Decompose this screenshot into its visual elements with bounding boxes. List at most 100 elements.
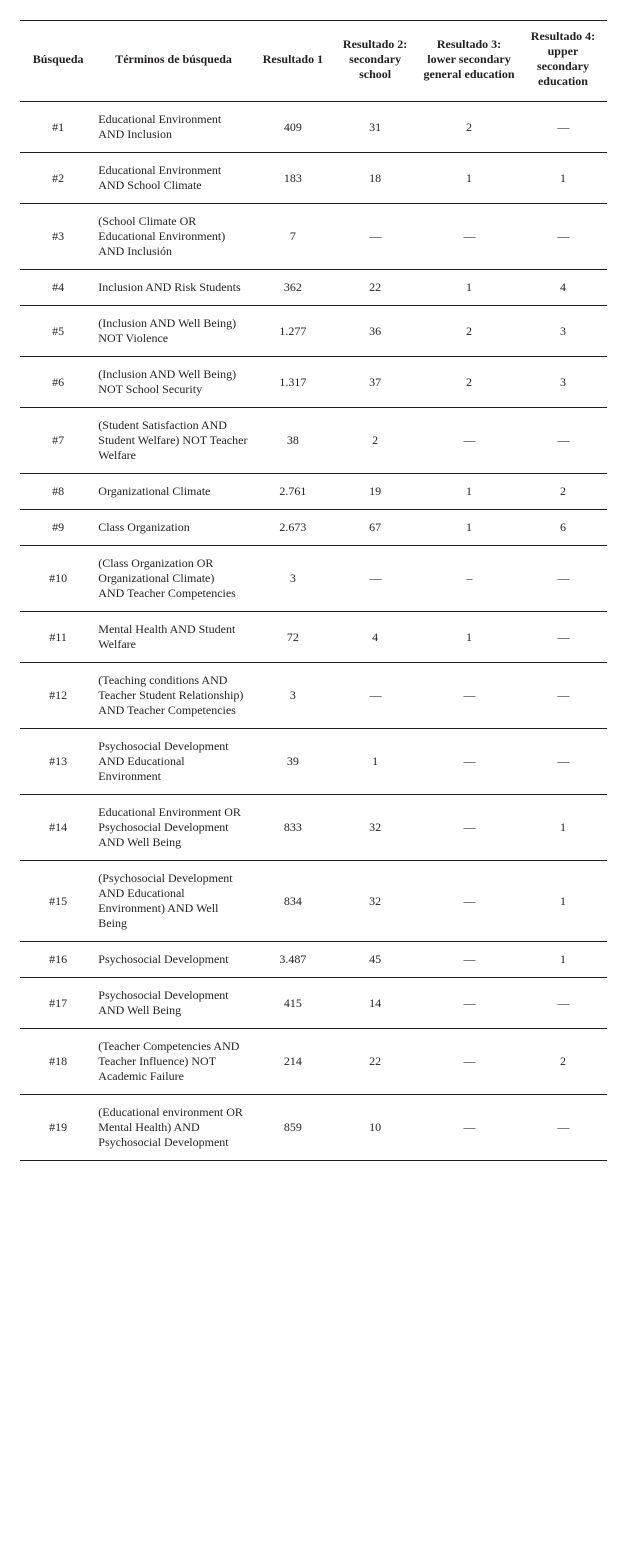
cell-result-1: 7 <box>255 204 331 270</box>
cell-result-2: 10 <box>331 1095 419 1161</box>
table-row: #4Inclusion AND Risk Students3622214 <box>20 270 607 306</box>
cell-search-terms: Educational Environment AND Inclusion <box>96 102 254 153</box>
cell-result-3: — <box>419 663 519 729</box>
cell-result-1: 214 <box>255 1029 331 1095</box>
cell-search-terms: (Teacher Competencies AND Teacher Influe… <box>96 1029 254 1095</box>
cell-search-terms: Psychosocial Development AND Well Being <box>96 978 254 1029</box>
cell-result-4: 2 <box>519 474 607 510</box>
cell-search-id: #4 <box>20 270 96 306</box>
table-row: #17Psychosocial Development AND Well Bei… <box>20 978 607 1029</box>
cell-search-id: #2 <box>20 153 96 204</box>
cell-search-terms: Educational Environment OR Psychosocial … <box>96 795 254 861</box>
cell-search-terms: (School Climate OR Educational Environme… <box>96 204 254 270</box>
cell-result-4: 3 <box>519 306 607 357</box>
table-row: #16Psychosocial Development3.48745—1 <box>20 942 607 978</box>
table-body: #1Educational Environment AND Inclusion4… <box>20 102 607 1161</box>
cell-result-3: — <box>419 795 519 861</box>
cell-result-3: — <box>419 861 519 942</box>
cell-result-4: — <box>519 204 607 270</box>
cell-search-terms: Organizational Climate <box>96 474 254 510</box>
cell-result-4: 3 <box>519 357 607 408</box>
table-row: #15(Psychosocial Development AND Educati… <box>20 861 607 942</box>
cell-search-terms: Inclusion AND Risk Students <box>96 270 254 306</box>
table-row: #10(Class Organization OR Organizational… <box>20 546 607 612</box>
cell-search-id: #8 <box>20 474 96 510</box>
cell-result-2: 22 <box>331 1029 419 1095</box>
cell-result-2: 37 <box>331 357 419 408</box>
cell-result-1: 3 <box>255 546 331 612</box>
cell-search-id: #1 <box>20 102 96 153</box>
cell-result-3: 1 <box>419 153 519 204</box>
table-row: #11Mental Health AND Student Welfare7241… <box>20 612 607 663</box>
cell-result-3: 2 <box>419 306 519 357</box>
cell-result-2: 4 <box>331 612 419 663</box>
cell-search-id: #14 <box>20 795 96 861</box>
cell-search-terms: Psychosocial Development AND Educational… <box>96 729 254 795</box>
cell-search-terms: (Teaching conditions AND Teacher Student… <box>96 663 254 729</box>
cell-result-3: — <box>419 408 519 474</box>
cell-result-1: 2.761 <box>255 474 331 510</box>
table-row: #9Class Organization2.6736716 <box>20 510 607 546</box>
cell-result-2: 2 <box>331 408 419 474</box>
table-row: #13Psychosocial Development AND Educatio… <box>20 729 607 795</box>
table-row: #8Organizational Climate2.7611912 <box>20 474 607 510</box>
cell-search-id: #18 <box>20 1029 96 1095</box>
table-row: #14Educational Environment OR Psychosoci… <box>20 795 607 861</box>
cell-result-4: — <box>519 1095 607 1161</box>
cell-result-1: 362 <box>255 270 331 306</box>
cell-search-id: #19 <box>20 1095 96 1161</box>
table-row: #6(Inclusion AND Well Being) NOT School … <box>20 357 607 408</box>
cell-search-id: #6 <box>20 357 96 408</box>
cell-result-1: 833 <box>255 795 331 861</box>
header-result-4: Resultado 4: upper secondary education <box>519 21 607 102</box>
cell-search-id: #12 <box>20 663 96 729</box>
cell-result-3: — <box>419 1095 519 1161</box>
cell-result-4: 1 <box>519 861 607 942</box>
cell-result-3: — <box>419 729 519 795</box>
table-header: Búsqueda Términos de búsqueda Resultado … <box>20 21 607 102</box>
cell-result-3: 1 <box>419 612 519 663</box>
cell-result-4: — <box>519 612 607 663</box>
cell-search-terms: Mental Health AND Student Welfare <box>96 612 254 663</box>
cell-result-1: 1.277 <box>255 306 331 357</box>
cell-result-1: 2.673 <box>255 510 331 546</box>
cell-result-1: 1.317 <box>255 357 331 408</box>
cell-result-4: — <box>519 978 607 1029</box>
cell-result-1: 859 <box>255 1095 331 1161</box>
cell-search-terms: (Psychosocial Development AND Educationa… <box>96 861 254 942</box>
table-row: #12(Teaching conditions AND Teacher Stud… <box>20 663 607 729</box>
cell-result-4: — <box>519 729 607 795</box>
cell-result-1: 39 <box>255 729 331 795</box>
cell-result-2: 36 <box>331 306 419 357</box>
cell-search-id: #17 <box>20 978 96 1029</box>
cell-search-id: #11 <box>20 612 96 663</box>
cell-search-id: #5 <box>20 306 96 357</box>
table-row: #2Educational Environment AND School Cli… <box>20 153 607 204</box>
cell-result-1: 415 <box>255 978 331 1029</box>
cell-result-2: 1 <box>331 729 419 795</box>
cell-result-4: — <box>519 102 607 153</box>
cell-search-id: #10 <box>20 546 96 612</box>
cell-result-1: 834 <box>255 861 331 942</box>
cell-result-4: 6 <box>519 510 607 546</box>
cell-result-1: 3.487 <box>255 942 331 978</box>
cell-result-1: 409 <box>255 102 331 153</box>
cell-result-3: — <box>419 1029 519 1095</box>
cell-result-1: 183 <box>255 153 331 204</box>
cell-result-2: — <box>331 663 419 729</box>
table-row: #19(Educational environment OR Mental He… <box>20 1095 607 1161</box>
cell-result-2: 18 <box>331 153 419 204</box>
table-row: #7(Student Satisfaction AND Student Welf… <box>20 408 607 474</box>
cell-search-id: #9 <box>20 510 96 546</box>
header-search: Búsqueda <box>20 21 96 102</box>
header-result-2: Resultado 2: secondary school <box>331 21 419 102</box>
search-results-table: Búsqueda Términos de búsqueda Resultado … <box>20 20 607 1161</box>
cell-result-2: — <box>331 546 419 612</box>
cell-result-3: 2 <box>419 357 519 408</box>
cell-result-3: 2 <box>419 102 519 153</box>
cell-result-2: 31 <box>331 102 419 153</box>
cell-result-1: 3 <box>255 663 331 729</box>
cell-search-id: #16 <box>20 942 96 978</box>
cell-search-id: #15 <box>20 861 96 942</box>
cell-result-2: — <box>331 204 419 270</box>
